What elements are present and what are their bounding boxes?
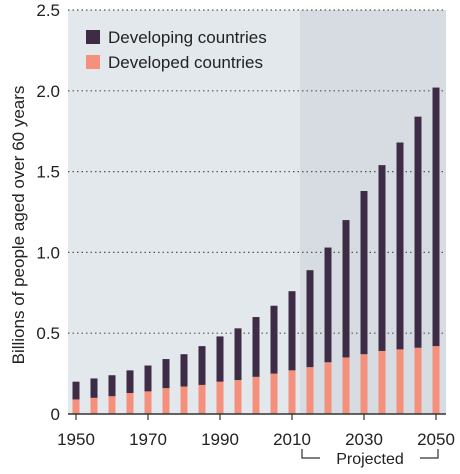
bar-developed-countries-2020 (324, 362, 332, 414)
projected-bracket-left (301, 449, 320, 459)
y-tick-label: 1.5 (36, 163, 60, 182)
bar-developing-countries-2005 (270, 305, 278, 374)
bar-developing-countries-2035 (378, 165, 386, 351)
bar-developed-countries-2040 (396, 349, 404, 414)
bar-developed-countries-1995 (234, 380, 242, 414)
bar-developing-countries-1985 (198, 346, 206, 385)
bar-developing-countries-2015 (306, 270, 314, 368)
bar-developed-countries-2045 (414, 347, 422, 414)
bar-developing-countries-2025 (342, 220, 350, 358)
legend-swatch (86, 55, 100, 69)
bar-developing-countries-2020 (324, 247, 332, 363)
y-axis-label: Billions of people aged over 60 years (9, 86, 28, 365)
y-tick-label: 1.0 (36, 243, 60, 262)
legend-label: Developing countries (108, 28, 267, 47)
bar-developed-countries-1960 (108, 396, 116, 414)
bar-developed-countries-2000 (252, 376, 260, 414)
x-tick-label: 1970 (129, 430, 167, 449)
bar-developed-countries-1985 (198, 384, 206, 414)
legend-swatch (86, 30, 100, 44)
y-tick-label: 0.5 (36, 324, 60, 343)
x-tick-label: 1990 (201, 430, 239, 449)
x-tick-label: 2050 (417, 430, 455, 449)
bar-developing-countries-1970 (144, 365, 152, 392)
bar-developing-countries-1965 (126, 370, 134, 393)
bar-developed-countries-2005 (270, 373, 278, 414)
bar-developing-countries-1960 (108, 375, 116, 397)
bar-developing-countries-1980 (180, 354, 188, 387)
bar-developed-countries-1970 (144, 391, 152, 414)
bar-developed-countries-1990 (216, 381, 224, 414)
x-tick-label: 2010 (273, 430, 311, 449)
bar-developing-countries-2045 (414, 116, 422, 348)
bar-developing-countries-1975 (162, 359, 170, 389)
bar-developed-countries-1975 (162, 388, 170, 414)
projected-region (300, 10, 446, 414)
bar-developed-countries-1950 (72, 399, 80, 414)
bar-developing-countries-2000 (252, 317, 260, 377)
bar-developing-countries-2010 (288, 291, 296, 371)
bar-developing-countries-1990 (216, 336, 224, 382)
y-tick-label: 0 (51, 405, 60, 424)
bar-developing-countries-1955 (90, 378, 98, 398)
x-tick-label: 1950 (57, 430, 95, 449)
bar-developing-countries-2030 (360, 190, 368, 355)
bar-developed-countries-2050 (432, 346, 440, 414)
x-tick-label: 2030 (345, 430, 383, 449)
bar-developed-countries-1965 (126, 392, 134, 414)
legend-label: Developed countries (108, 53, 263, 72)
bar-developing-countries-2040 (396, 142, 404, 350)
bar-developed-countries-1980 (180, 386, 188, 414)
bar-developed-countries-2015 (306, 367, 314, 414)
bar-developed-countries-1955 (90, 397, 98, 414)
bar-developed-countries-2035 (378, 350, 386, 414)
bar-developed-countries-2025 (342, 357, 350, 414)
projected-label: Projected (336, 451, 404, 468)
projected-bracket-right (420, 449, 439, 459)
bar-developed-countries-2010 (288, 370, 296, 414)
bar-developing-countries-1995 (234, 328, 242, 381)
y-tick-label: 2.0 (36, 82, 60, 101)
bar-developing-countries-2050 (432, 87, 440, 347)
y-tick-label: 2.5 (36, 1, 60, 20)
bar-developing-countries-1950 (72, 381, 80, 400)
bar-developed-countries-2030 (360, 354, 368, 414)
